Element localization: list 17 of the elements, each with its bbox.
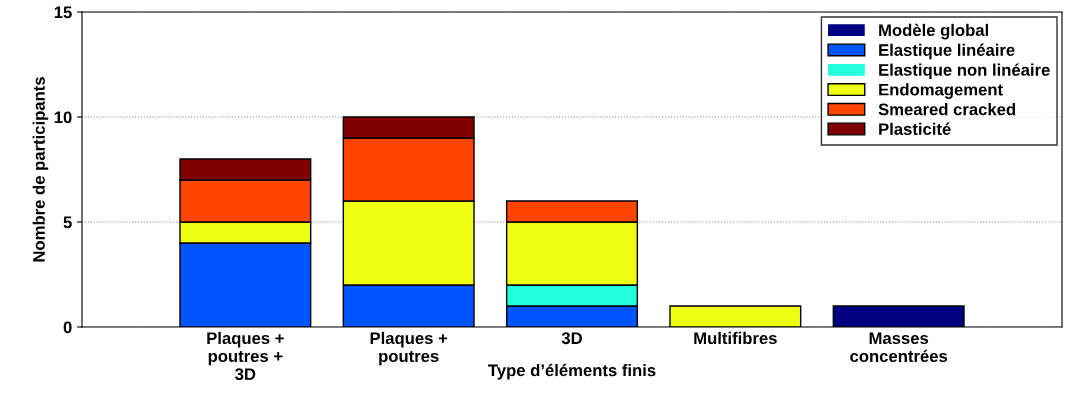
- x-tick-label: Multifibres: [694, 331, 777, 345]
- y-tick-label: 10: [54, 111, 72, 124]
- legend-label: Smeared cracked: [878, 103, 1016, 116]
- y-tick-label: 15: [54, 6, 72, 19]
- x-tick-label: Masses concentrées: [850, 332, 948, 363]
- x-tick-label: 3D: [561, 332, 582, 345]
- legend-label: Plasticité: [879, 122, 951, 136]
- legend-label: Elastique non linéaire: [879, 63, 1050, 80]
- x-tick-label: Plaques + poutres: [370, 331, 448, 366]
- y-axis-title: Nombre de participants: [32, 77, 49, 262]
- legend-label: Modèle global: [879, 23, 989, 40]
- legend-label: Endomagement: [879, 83, 1003, 99]
- x-tick-label: Plaques + poutres + 3D: [207, 331, 284, 381]
- y-tick-label: 0: [63, 321, 72, 334]
- y-tick-label: 5: [63, 216, 72, 229]
- x-axis-title: Type d’éléments finis: [488, 363, 656, 380]
- legend-label: Elastique linéaire: [879, 43, 1015, 60]
